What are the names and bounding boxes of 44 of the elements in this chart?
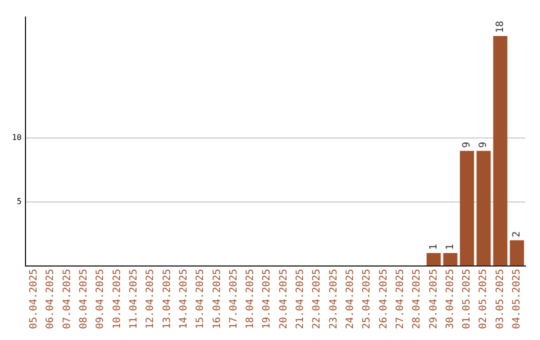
data-label: 18 [494, 20, 506, 33]
data-label: 9 [478, 142, 490, 148]
x-tick-label: 12.04.2025 [145, 268, 156, 330]
x-tick-label: 08.04.2025 [78, 268, 90, 330]
x-tick-label: 16.04.2025 [212, 268, 223, 330]
x-tick-label: 15.04.2025 [195, 268, 206, 330]
x-tick-label: 22.04.2025 [312, 268, 323, 330]
bar [426, 253, 441, 266]
x-tick-label: 07.04.2025 [62, 268, 73, 330]
bar [510, 240, 524, 266]
bar [493, 36, 508, 266]
x-tick-label: 26.04.2025 [378, 268, 390, 330]
x-tick-label: 09.04.2025 [95, 268, 106, 330]
x-tick-label: 27.04.2025 [394, 268, 406, 330]
x-tick-label: 29.04.2025 [428, 268, 440, 330]
data-label: 2 [512, 231, 523, 238]
x-tick-label: 28.04.2025 [412, 268, 423, 330]
bar [476, 150, 491, 266]
x-tick-label: 30.04.2025 [444, 268, 456, 330]
x-tick-label: 02.05.2025 [478, 268, 490, 330]
bar [443, 253, 458, 266]
bar [460, 150, 474, 266]
x-tick-label: 24.04.2025 [344, 268, 356, 330]
x-tick-label: 13.04.2025 [162, 268, 173, 330]
x-tick-label: 10.04.2025 [112, 268, 123, 330]
x-tick-label: 03.05.2025 [494, 268, 506, 330]
y-tick-label: 5 [16, 197, 22, 206]
x-tick-label: 06.04.2025 [45, 268, 56, 330]
data-label: 9 [462, 142, 473, 148]
x-tick-label: 20.04.2025 [278, 268, 290, 330]
x-tick-label: 25.04.2025 [362, 268, 373, 330]
x-tick-label: 19.04.2025 [262, 268, 273, 330]
x-tick-label: 05.04.2025 [28, 268, 40, 330]
x-tick-label: 14.04.2025 [178, 268, 190, 330]
x-tick-label: 01.05.2025 [462, 268, 473, 330]
data-label: 1 [444, 244, 456, 250]
x-tick-label: 04.05.2025 [512, 268, 523, 330]
x-tick-label: 17.04.2025 [228, 268, 240, 330]
y-tick-label: 10 [12, 133, 22, 142]
x-tick-label: 23.04.2025 [328, 268, 340, 330]
x-tick-label: 21.04.2025 [295, 268, 306, 330]
data-label: 1 [428, 244, 440, 250]
x-tick-label: 11.04.2025 [128, 268, 140, 330]
x-tick-label: 18.04.2025 [245, 268, 256, 330]
